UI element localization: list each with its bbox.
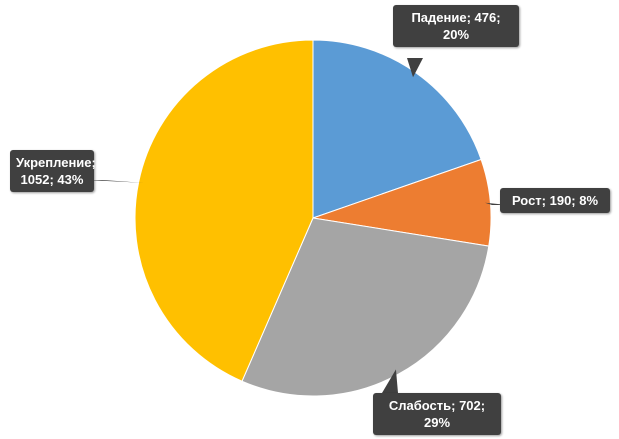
data-label: Укрепление; 1052; 43% xyxy=(10,150,96,192)
label-pointer xyxy=(484,202,508,205)
pie-slice xyxy=(241,217,490,397)
data-label: Падение; 476; 20% xyxy=(393,5,519,47)
label-pointer xyxy=(407,58,423,78)
data-label: Рост; 190; 8% xyxy=(500,188,610,213)
label-pointer xyxy=(382,369,398,393)
pie-slice xyxy=(134,39,314,382)
label-pointer xyxy=(86,180,144,183)
pie-slice xyxy=(312,39,482,219)
data-label: Слабость; 702; 29% xyxy=(373,393,501,435)
